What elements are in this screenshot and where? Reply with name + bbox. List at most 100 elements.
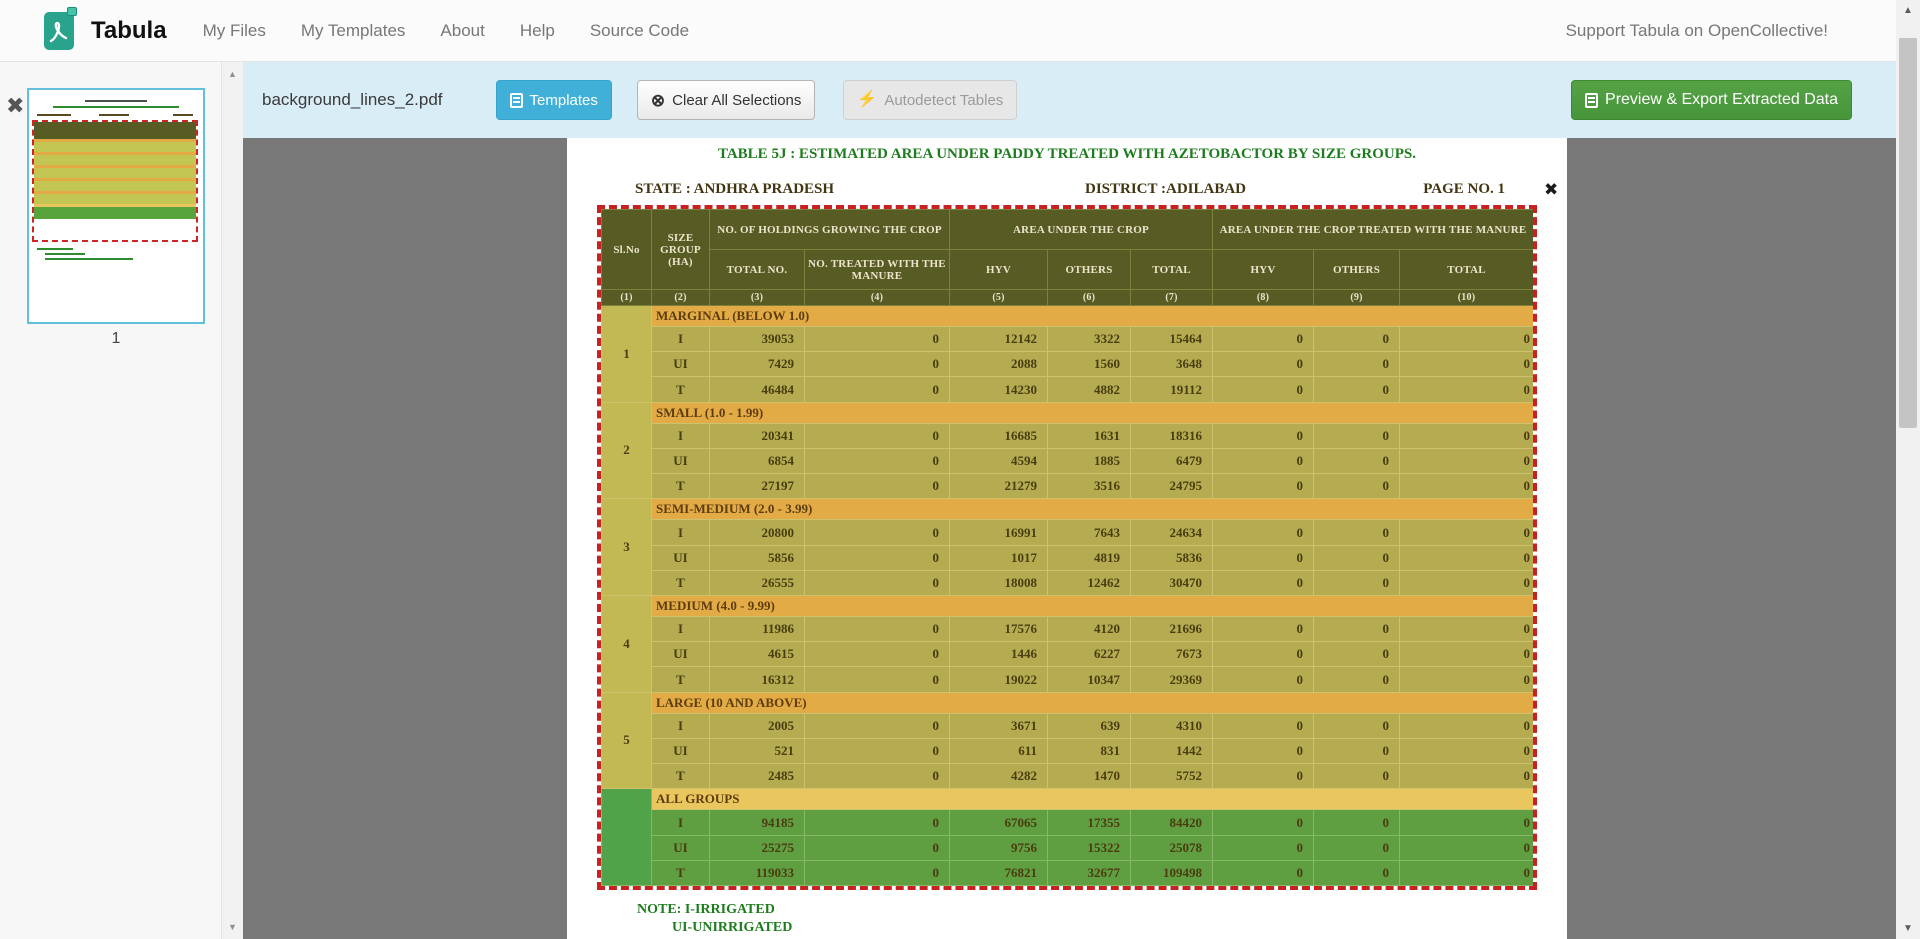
value-cell: 16991: [949, 519, 1048, 546]
nav-item-my-files[interactable]: My Files: [202, 20, 266, 40]
value-cell: 831: [1047, 737, 1131, 765]
value-cell: 1885: [1047, 447, 1131, 475]
value-cell: 12142: [949, 326, 1048, 353]
clear-all-selections-button[interactable]: ⊗ Clear All Selections: [636, 80, 816, 120]
page-thumbnail[interactable]: [27, 88, 205, 324]
col-header-area-treated: AREA UNDER THE CROP TREATED WITH THE MAN…: [1212, 209, 1533, 250]
value-cell: 0: [1399, 544, 1533, 571]
value-cell: 0: [804, 519, 950, 546]
nav-item-help[interactable]: Help: [519, 20, 555, 40]
value-cell: 15322: [1047, 834, 1131, 861]
col-number: (2): [651, 289, 710, 306]
pdf-page[interactable]: TABLE 5J : ESTIMATED AREA UNDER PADDY TR…: [567, 138, 1567, 939]
table-row: T 119033 0 76821 32677 109498 0 0 0: [602, 859, 1533, 886]
value-cell: 26555: [709, 569, 805, 596]
value-cell: 2088: [949, 351, 1048, 378]
group-label-cell: MEDIUM (4.0 - 9.99): [651, 594, 1533, 618]
state-label: STATE : ANDHRA PRADESH: [635, 181, 835, 197]
nav-item-about[interactable]: About: [440, 20, 485, 40]
support-link[interactable]: Support Tabula on OpenCollective!: [1565, 20, 1828, 40]
brand-title[interactable]: Tabula: [91, 16, 167, 44]
value-cell: 9756: [949, 834, 1048, 861]
value-cell: 0: [1212, 641, 1314, 668]
remove-page-button[interactable]: ✖: [6, 94, 25, 119]
value-cell: 3671: [949, 712, 1048, 739]
selection-close-button[interactable]: ✖: [1544, 180, 1559, 200]
value-cell: 0: [1399, 809, 1533, 836]
value-cell: 5752: [1130, 763, 1213, 790]
value-cell: 0: [1212, 569, 1314, 596]
value-cell: 0: [1212, 859, 1314, 886]
lock-icon: [67, 6, 77, 16]
value-cell: 0: [804, 422, 950, 449]
templates-button[interactable]: Templates: [495, 80, 612, 120]
table-selection-box[interactable]: Sl.No SIZE GROUP (HA) NO. OF HOLDINGS GR…: [597, 205, 1537, 890]
value-cell: 84420: [1130, 809, 1213, 836]
table-row: UI 5856 0 1017 4819 5836 0 0 0: [602, 544, 1533, 571]
value-cell: 0: [804, 712, 950, 739]
value-cell: 1442: [1130, 737, 1213, 765]
row-type-cell: I: [651, 809, 710, 836]
thumb-note-line: [45, 253, 85, 255]
value-cell: 0: [1212, 616, 1314, 643]
value-cell: 1470: [1047, 763, 1131, 790]
thumb-subtitle-line: [53, 106, 179, 108]
value-cell: 0: [1212, 519, 1314, 546]
value-cell: 0: [804, 666, 950, 693]
table-row: T 2485 0 4282 1470 5752 0 0 0: [602, 763, 1533, 790]
scrollbar-thumb[interactable]: [1899, 38, 1917, 428]
value-cell: 4120: [1047, 616, 1131, 643]
value-cell: 0: [1399, 666, 1533, 693]
value-cell: 0: [804, 447, 950, 475]
value-cell: 4310: [1130, 712, 1213, 739]
value-cell: 16685: [949, 422, 1048, 449]
col-header-slno: Sl.No: [601, 209, 652, 290]
row-type-cell: UI: [651, 351, 710, 378]
autodetect-tables-button[interactable]: ⚡ Autodetect Tables: [843, 80, 1018, 120]
tabula-logo-icon[interactable]: [44, 6, 77, 50]
nav-menu: My Files My Templates About Help Source …: [203, 21, 689, 41]
value-cell: 0: [1212, 712, 1314, 739]
col-number: (6): [1047, 289, 1131, 306]
value-cell: 76821: [949, 859, 1048, 886]
value-cell: 19022: [949, 666, 1048, 693]
scroll-up-icon[interactable]: ▲: [1903, 5, 1913, 16]
thumb-selection-outline: [32, 120, 198, 242]
main-scrollbar[interactable]: ▲ ▼: [1896, 0, 1920, 939]
slno-cell: 2: [601, 401, 652, 500]
col-header-others: OTHERS: [1047, 249, 1131, 290]
row-type-cell: T: [651, 666, 710, 693]
value-cell: 0: [1399, 859, 1533, 886]
preview-export-button[interactable]: Preview & Export Extracted Data: [1571, 80, 1852, 120]
nav-item-source-code[interactable]: Source Code: [589, 20, 690, 40]
value-cell: 0: [1313, 859, 1400, 886]
page-number-label: 1: [111, 330, 121, 347]
scroll-down-icon[interactable]: ▼: [228, 922, 237, 932]
value-cell: 0: [804, 376, 950, 403]
value-cell: 7429: [709, 351, 805, 378]
thumb-title-line: [84, 100, 148, 102]
value-cell: 7673: [1130, 641, 1213, 668]
value-cell: 30470: [1130, 569, 1213, 596]
group-header-row: 4 MEDIUM (4.0 - 9.99): [601, 594, 1533, 693]
slno-cell: 5: [601, 691, 652, 790]
value-cell: 0: [1212, 544, 1314, 571]
scroll-down-icon[interactable]: ▼: [1903, 923, 1913, 934]
pdf-filename: background_lines_2.pdf: [262, 90, 443, 109]
nav-item-my-templates[interactable]: My Templates: [300, 20, 406, 40]
page-sidebar: ✖ 1 ▲ ▼: [0, 62, 243, 939]
row-type-cell: T: [651, 859, 710, 886]
group-header-row: 1 MARGINAL (BELOW 1.0): [601, 304, 1533, 403]
value-cell: 0: [1313, 569, 1400, 596]
scroll-up-icon[interactable]: ▲: [228, 69, 237, 79]
pdf-table-body: 1 MARGINAL (BELOW 1.0) I 39053 0 12142 3322 154…: [601, 304, 1533, 886]
group-header-row: 2 SMALL (1.0 - 1.99): [601, 401, 1533, 500]
value-cell: 0: [804, 641, 950, 668]
value-cell: 0: [1313, 737, 1400, 765]
export-label: Preview & Export Extracted Data: [1605, 91, 1838, 108]
sidebar-scrollbar[interactable]: ▲ ▼: [221, 62, 243, 939]
row-type-cell: T: [651, 763, 710, 790]
value-cell: 0: [1212, 351, 1314, 378]
value-cell: 67065: [949, 809, 1048, 836]
value-cell: 0: [804, 473, 950, 500]
